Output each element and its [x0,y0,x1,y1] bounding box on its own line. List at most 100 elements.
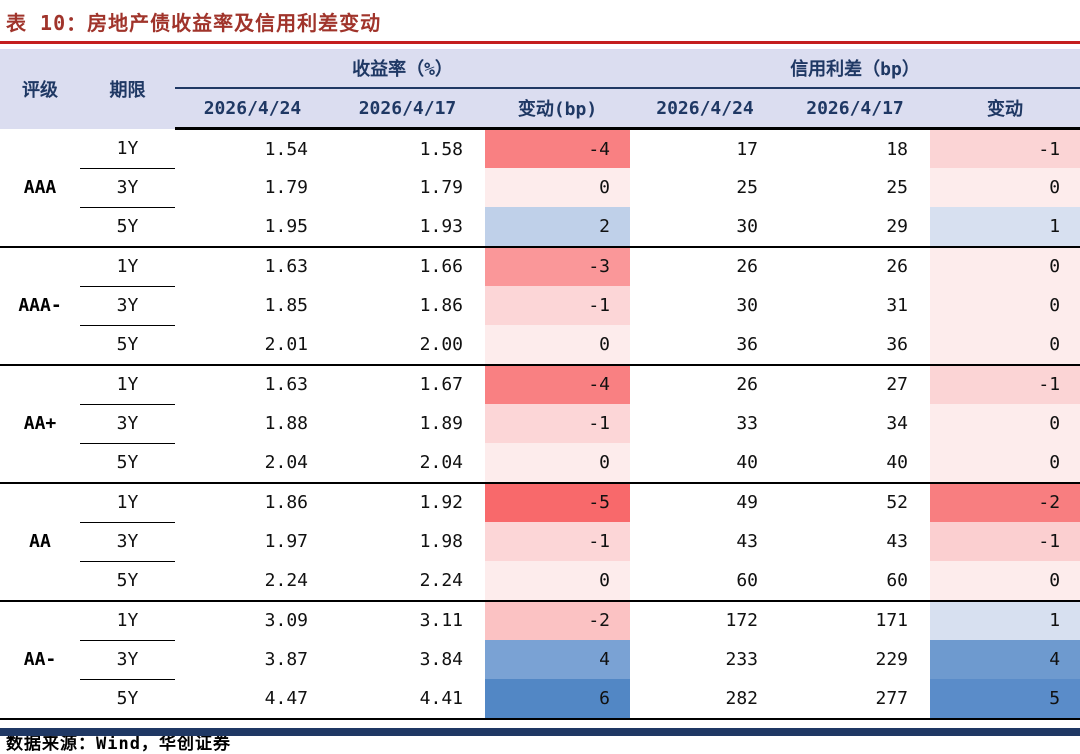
yield-0424-cell: 1.97 [264,531,308,552]
yield-0424-cell: 1.63 [175,363,330,404]
yield-change-cell: -1 [485,522,631,561]
yield-0417-cell: 1.98 [419,531,463,552]
yield-change-cell: -4 [485,363,631,404]
yield-0424-cell: 1.63 [175,245,330,286]
yield-change-cell: -1 [485,286,631,325]
spread-0417-cell: 18 [886,138,909,160]
term-label: 5Y [116,570,139,591]
spread-0424-cell: 33 [736,413,759,434]
yield-change-cell: 4 [485,640,631,679]
spread-0417-cell: 229 [875,649,909,670]
yield-change-cell: -4 [485,128,631,168]
yield-0424-cell: 2.01 [264,333,308,355]
spread-0424-cell: 49 [630,481,781,522]
col-header-spread-0424: 2026/4/24 [630,88,781,130]
spread-change-cell: 1 [930,599,1080,640]
table-row: AA+ 1Y 1.63 1.67 -4 26 27 -1 [0,363,1080,483]
table-body: AAA 1Y 1.54 1.58 -4 17 18 -1 3Y 1.79 1.79 0 25 25 0 5Y 1… [0,128,1080,719]
spread-change-cell: -1 [930,128,1080,168]
term-label: 1Y [80,363,175,405]
table-row: 3Y 1.79 1.79 0 25 25 0 [0,168,1080,208]
yield-change-cell: 0 [485,168,631,207]
yield-0424-cell: 2.04 [264,451,308,473]
yield-0417-cell: 4.41 [419,687,463,709]
yield-change-cell: 0 [485,443,631,483]
term-label: 5Y [116,334,139,355]
spread-0424-cell: 26 [630,363,781,404]
table-row: AA 1Y 1.86 1.92 -5 49 52 -2 [0,481,1080,601]
col-header-spread-0417: 2026/4/17 [780,88,931,130]
spread-change-cell: 0 [930,168,1080,207]
yield-0417-cell: 1.58 [419,138,463,160]
yield-0417-cell: 1.93 [419,215,463,237]
spread-0424-cell: 172 [630,599,781,640]
spread-change-cell: 0 [930,404,1080,443]
col-header-spread-change: 变动 [930,88,1080,130]
term-label: 3Y [80,522,175,562]
spread-0417-cell: 36 [886,333,909,355]
spread-0424-cell: 17 [736,138,759,160]
spread-0417-cell: 25 [886,177,909,198]
yield-change-cell: -3 [485,245,631,286]
yield-change-cell: 0 [485,325,631,365]
yield-0424-cell: 1.95 [264,215,308,237]
yield-0417-cell: 1.66 [330,245,485,286]
col-header-yield-0417: 2026/4/17 [330,88,485,130]
spread-change-cell: 0 [930,325,1080,365]
yield-0424-cell: 1.88 [264,413,308,434]
spread-0424-cell: 30 [736,215,759,237]
yield-0417-cell: 2.24 [419,569,463,591]
table-row: AAA- 1Y 1.63 1.66 -3 26 26 0 [0,245,1080,365]
table-row: 5Y 4.47 4.41 6 282 277 5 [0,679,1080,719]
term-label: 1Y [80,245,175,287]
spread-change-cell: 4 [930,640,1080,679]
spread-change-cell: 0 [930,286,1080,325]
yield-0417-cell: 1.89 [419,413,463,434]
table-row: 3Y 1.97 1.98 -1 43 43 -1 [0,522,1080,562]
table-row: AAA 1Y 1.54 1.58 -4 17 18 -1 [0,128,1080,198]
table-row: 3Y 1.85 1.86 -1 30 31 0 [0,286,1080,326]
spread-0417-cell: 60 [886,569,909,591]
spread-0424-cell: 25 [736,177,759,198]
spread-0417-cell: 277 [875,687,909,709]
col-header-term: 期限 [80,49,175,129]
spread-0424-cell: 43 [736,531,759,552]
table-row: 5Y 2.04 2.04 0 40 40 0 [0,443,1080,483]
yield-0424-cell: 4.47 [264,687,308,709]
table-row: 3Y 3.87 3.84 4 233 229 4 [0,640,1080,680]
term-label: 1Y [80,128,175,169]
yield-0417-cell: 3.84 [419,649,463,670]
spread-0417-cell: 31 [886,295,909,316]
yield-0424-cell: 1.54 [264,138,308,160]
rating-label: AA+ [0,363,80,483]
spread-0417-cell: 52 [780,481,931,522]
title-rule-divider [0,41,1080,44]
spread-0417-cell: 171 [780,599,931,640]
spread-change-cell: -1 [930,363,1080,404]
spread-0424-cell: 282 [725,687,759,709]
yield-change-cell: 2 [485,207,631,247]
yield-0424-cell: 1.86 [175,481,330,522]
spread-0417-cell: 43 [886,531,909,552]
spread-0424-cell: 36 [736,333,759,355]
spread-change-cell: 0 [930,245,1080,286]
spread-change-cell: 0 [930,561,1080,601]
yield-0424-cell: 1.85 [264,295,308,316]
yield-change-cell: -5 [485,481,631,522]
yield-0417-cell: 3.11 [330,599,485,640]
rating-label: AAA- [0,245,80,365]
spread-0424-cell: 40 [736,451,759,473]
yield-0424-cell: 1.79 [264,177,308,198]
table-title-bar: 表 10：房地产债收益率及信用利差变动 [0,0,1080,41]
col-header-rating: 评级 [0,49,80,129]
yield-0424-cell: 3.09 [175,599,330,640]
yield-0417-cell: 1.79 [419,177,463,198]
col-group-yield: 收益率（%） [175,49,631,89]
table-row: AA- 1Y 3.09 3.11 -2 172 171 1 [0,599,1080,719]
col-group-spread: 信用利差（bp） [630,49,1080,89]
table-row: 5Y 2.24 2.24 0 60 60 0 [0,561,1080,601]
rating-label: AAA [23,176,57,198]
rating-label: AA- [0,599,80,719]
yield-0417-cell: 2.00 [419,333,463,355]
yield-0424-cell: 2.24 [264,569,308,591]
